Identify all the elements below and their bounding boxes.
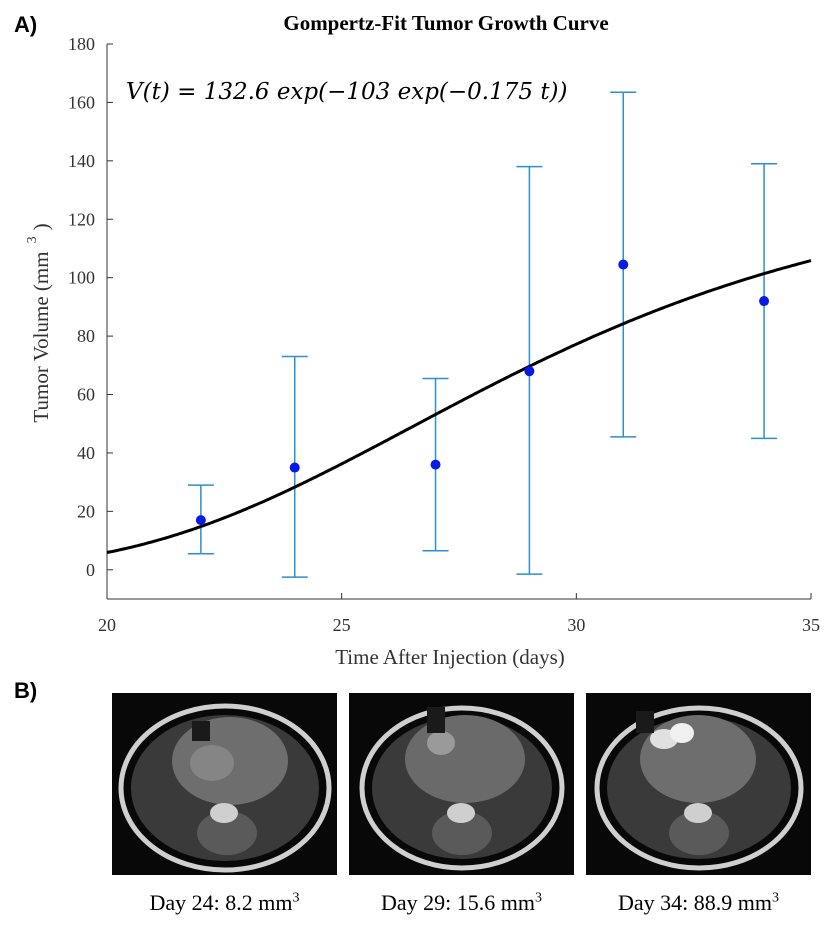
x-tick-label: 30 <box>567 615 585 635</box>
caption-sup: 3 <box>772 890 779 906</box>
fit-curve-group <box>106 259 812 554</box>
y-tick-label: 60 <box>77 385 95 405</box>
data-point <box>524 366 535 377</box>
error-bars <box>187 91 778 578</box>
chart-axes: 0 20 40 60 80 100 120 140 160 180 20 25 30 35 <box>68 34 820 635</box>
data-point <box>430 459 441 470</box>
caption-text: Day 34: 88.9 mm <box>618 890 772 915</box>
mri-caption-day29: Day 29: 15.6 mm3 <box>349 890 574 916</box>
data-point <box>195 515 206 526</box>
tumor-growth-chart: Gompertz-Fit Tumor Growth Curve 0 20 40 60 8… <box>25 11 820 669</box>
mri-image-day24 <box>112 693 337 875</box>
panel-a-label: A) <box>14 12 38 37</box>
y-axis-label: Tumor Volume (mm 3) <box>25 223 53 422</box>
chart-title: Gompertz-Fit Tumor Growth Curve <box>283 11 608 35</box>
y-tick-label: 180 <box>68 34 95 54</box>
mri-caption-day24: Day 24: 8.2 mm3 <box>112 890 337 916</box>
mri-image-day29 <box>349 693 574 875</box>
x-tick-label: 20 <box>98 615 116 635</box>
y-tick-label: 80 <box>77 326 95 346</box>
y-tick-label: 0 <box>86 560 95 580</box>
y-tick-label: 20 <box>77 501 95 521</box>
y-axis-label-main: Tumor Volume (mm <box>29 251 53 422</box>
x-axis-label: Time After Injection (days) <box>335 645 565 669</box>
y-tick-label: 160 <box>68 92 95 112</box>
caption-text: Day 29: 15.6 mm <box>381 890 535 915</box>
y-tick-label: 140 <box>68 151 95 171</box>
gompertz-fit-curve <box>106 259 812 554</box>
data-point <box>618 259 629 270</box>
x-tick-label: 35 <box>802 615 820 635</box>
panel-b-label: B) <box>14 678 38 703</box>
caption-sup: 3 <box>535 890 542 906</box>
caption-text: Day 24: 8.2 mm <box>149 890 293 915</box>
y-tick-label: 40 <box>77 443 95 463</box>
data-points <box>195 259 770 526</box>
y-axis-label-sup: 3 <box>25 236 40 243</box>
y-axis-label-close: ) <box>29 223 53 230</box>
caption-sup: 3 <box>292 890 300 906</box>
fit-equation: V(t) = 132.6 exp(−103 exp(−0.175 t)) <box>126 79 568 105</box>
y-tick-label: 120 <box>68 209 95 229</box>
data-point <box>289 462 300 473</box>
y-axis-label-group: Tumor Volume (mm 3) <box>25 223 53 422</box>
data-point <box>759 296 770 307</box>
y-tick-label: 100 <box>68 268 95 288</box>
mri-caption-day34: Day 34: 88.9 mm3 <box>586 890 811 916</box>
x-tick-label: 25 <box>333 615 351 635</box>
mri-image-day34 <box>586 693 811 875</box>
